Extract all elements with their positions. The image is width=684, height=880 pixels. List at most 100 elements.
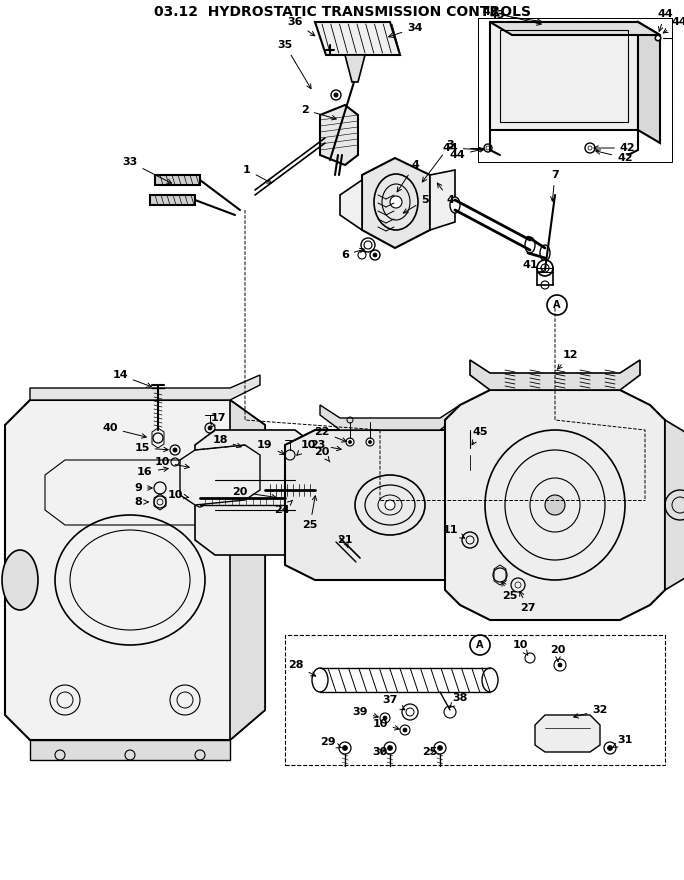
Circle shape xyxy=(438,745,443,751)
Text: 16: 16 xyxy=(137,467,168,477)
Polygon shape xyxy=(320,405,460,430)
Circle shape xyxy=(558,663,562,667)
Circle shape xyxy=(328,538,332,542)
Text: 39: 39 xyxy=(352,707,378,718)
Circle shape xyxy=(308,568,312,572)
Polygon shape xyxy=(430,170,455,230)
Text: 33: 33 xyxy=(122,157,172,183)
Text: 24: 24 xyxy=(274,500,293,515)
Ellipse shape xyxy=(525,237,535,253)
Bar xyxy=(478,18,672,162)
Text: 30: 30 xyxy=(372,747,388,757)
Circle shape xyxy=(403,728,407,732)
Circle shape xyxy=(385,500,395,510)
Circle shape xyxy=(657,36,659,40)
Text: 2: 2 xyxy=(301,105,337,120)
Circle shape xyxy=(193,466,197,470)
Text: 4: 4 xyxy=(397,160,419,192)
Text: 20: 20 xyxy=(551,645,566,661)
Circle shape xyxy=(334,93,338,97)
Ellipse shape xyxy=(195,495,205,507)
Circle shape xyxy=(541,264,549,272)
Circle shape xyxy=(373,253,377,257)
Text: 10: 10 xyxy=(155,457,189,469)
Polygon shape xyxy=(150,195,195,205)
Text: 31: 31 xyxy=(612,735,633,748)
Text: 44: 44 xyxy=(657,9,673,32)
Text: 41: 41 xyxy=(522,260,544,272)
Polygon shape xyxy=(5,400,265,740)
Polygon shape xyxy=(195,430,315,555)
Text: 29: 29 xyxy=(320,737,341,748)
Text: 40: 40 xyxy=(102,423,146,438)
Text: 35: 35 xyxy=(278,40,311,89)
Text: 7: 7 xyxy=(551,170,559,202)
Text: 5: 5 xyxy=(404,195,429,213)
Circle shape xyxy=(331,90,341,100)
Ellipse shape xyxy=(540,245,550,261)
Text: 37: 37 xyxy=(382,695,405,710)
Text: 17: 17 xyxy=(210,413,226,428)
Text: 44: 44 xyxy=(663,17,684,33)
Text: 44: 44 xyxy=(442,143,483,153)
Text: 6: 6 xyxy=(341,248,365,260)
Polygon shape xyxy=(340,180,362,230)
Text: 27: 27 xyxy=(520,591,536,613)
Circle shape xyxy=(655,35,661,41)
Polygon shape xyxy=(535,715,600,752)
Text: 45: 45 xyxy=(472,427,488,444)
Circle shape xyxy=(369,441,371,444)
Text: 4: 4 xyxy=(437,183,454,205)
Text: 8: 8 xyxy=(134,497,148,507)
Circle shape xyxy=(208,426,212,430)
Text: 32: 32 xyxy=(574,705,607,718)
Text: A: A xyxy=(476,640,484,650)
Text: 3: 3 xyxy=(422,140,453,182)
Text: 19: 19 xyxy=(257,440,285,454)
Text: 28: 28 xyxy=(288,660,315,676)
Polygon shape xyxy=(155,175,200,185)
Polygon shape xyxy=(490,22,638,130)
Text: 20: 20 xyxy=(315,447,330,462)
Text: 38: 38 xyxy=(449,693,468,708)
Polygon shape xyxy=(315,22,400,55)
Polygon shape xyxy=(285,430,490,580)
Circle shape xyxy=(343,745,347,751)
Circle shape xyxy=(453,570,457,574)
Text: 44: 44 xyxy=(449,148,484,160)
Text: 10: 10 xyxy=(512,640,528,656)
Circle shape xyxy=(607,745,612,751)
Polygon shape xyxy=(30,375,260,400)
Text: 9: 9 xyxy=(134,483,152,493)
Text: 10: 10 xyxy=(372,719,399,730)
Polygon shape xyxy=(665,420,684,590)
Polygon shape xyxy=(180,445,260,505)
Circle shape xyxy=(388,745,393,751)
Polygon shape xyxy=(470,360,640,390)
Text: 03.12  HYDROSTATIC TRANSMISSION CONTROLS: 03.12 HYDROSTATIC TRANSMISSION CONTROLS xyxy=(153,5,531,19)
Circle shape xyxy=(537,260,553,276)
Circle shape xyxy=(545,495,565,515)
Ellipse shape xyxy=(312,668,328,692)
Circle shape xyxy=(390,196,402,208)
Text: 42: 42 xyxy=(596,150,633,163)
Polygon shape xyxy=(230,400,265,740)
Circle shape xyxy=(173,448,177,452)
Text: 43: 43 xyxy=(482,7,541,26)
Text: 10: 10 xyxy=(297,440,316,455)
Polygon shape xyxy=(30,740,230,760)
Polygon shape xyxy=(320,105,358,165)
Text: 15: 15 xyxy=(134,443,168,453)
Text: 25: 25 xyxy=(302,495,317,530)
Text: 25: 25 xyxy=(422,747,438,757)
Polygon shape xyxy=(638,22,660,143)
Text: 14: 14 xyxy=(112,370,151,387)
Circle shape xyxy=(383,716,387,720)
Polygon shape xyxy=(345,55,365,82)
Ellipse shape xyxy=(482,668,498,692)
Circle shape xyxy=(307,482,323,498)
Polygon shape xyxy=(490,22,660,35)
Text: 23: 23 xyxy=(311,440,341,451)
Text: 43: 43 xyxy=(490,10,541,23)
Text: 25: 25 xyxy=(502,582,518,601)
